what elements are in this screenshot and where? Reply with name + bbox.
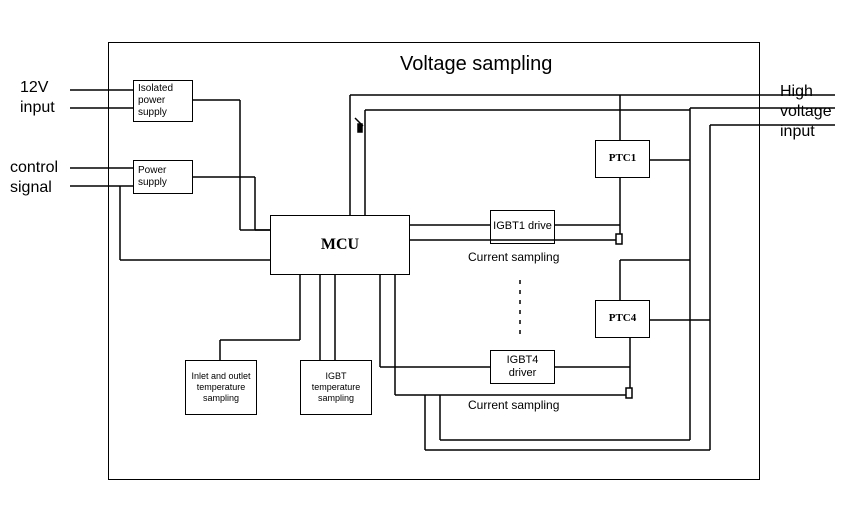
box-igbt-temp: IGBT temperature sampling bbox=[300, 360, 372, 415]
label-current-sampling-2: Current sampling bbox=[468, 398, 559, 412]
box-isolated-power-supply: Isolated power supply bbox=[133, 80, 193, 122]
box-ptc1: PTC1 bbox=[595, 140, 650, 178]
label-control: control bbox=[10, 158, 58, 177]
box-ptc4: PTC4 bbox=[595, 300, 650, 338]
title-label: Voltage sampling bbox=[400, 52, 552, 76]
label-current-sampling-1: Current sampling bbox=[468, 250, 559, 264]
label-12v: 12V bbox=[20, 78, 48, 97]
label-voltage: voltage bbox=[780, 102, 832, 121]
box-power-supply: Power supply bbox=[133, 160, 193, 194]
box-igbt4-driver: IGBT4 driver bbox=[490, 350, 555, 384]
label-signal: signal bbox=[10, 178, 52, 197]
label-input2: input bbox=[780, 122, 815, 141]
box-mcu: MCU bbox=[270, 215, 410, 275]
diagram-canvas: Voltage sampling 12V input control signa… bbox=[0, 0, 865, 525]
label-input: input bbox=[20, 98, 55, 117]
box-inlet-outlet-temp: Inlet and outlet temperature sampling bbox=[185, 360, 257, 415]
label-high: High bbox=[780, 82, 813, 101]
box-igbt1-drive: IGBT1 drive bbox=[490, 210, 555, 244]
